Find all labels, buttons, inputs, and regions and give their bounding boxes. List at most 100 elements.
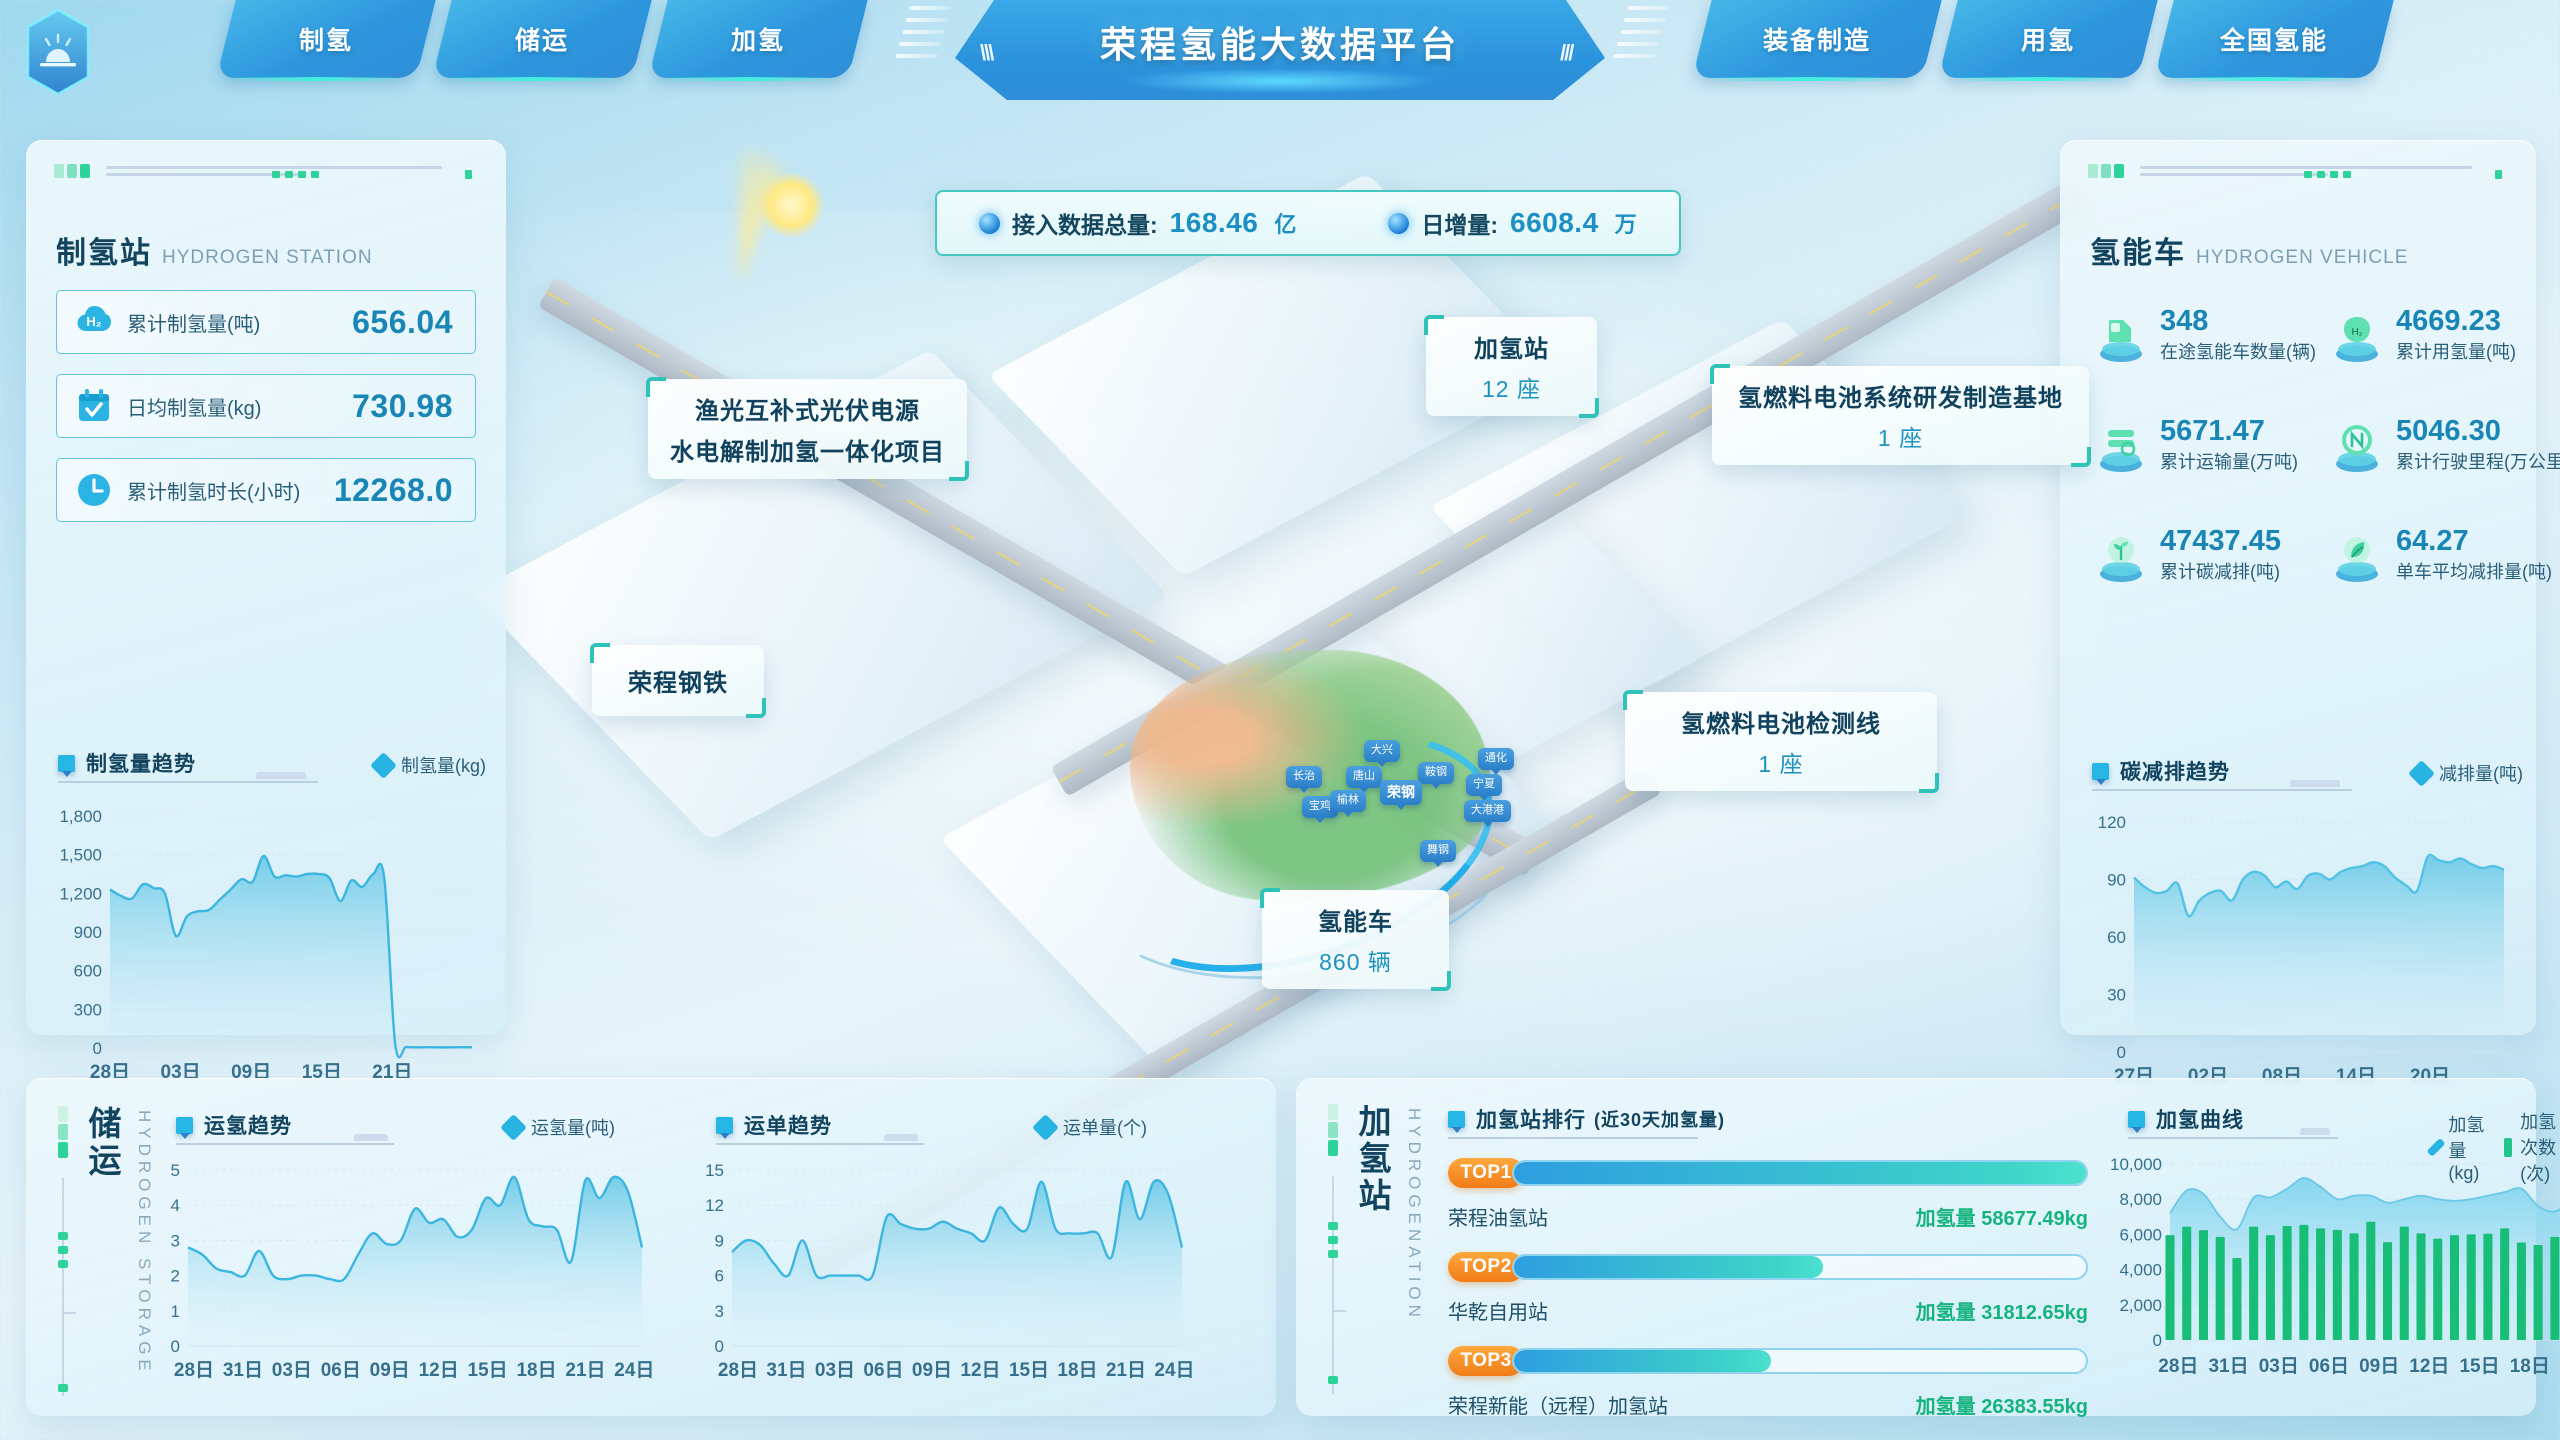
transport-chart-header: 运氢趋势 — [176, 1112, 394, 1145]
table-row[interactable]: TOP2 华乾自用站 加氢量 31812.65kg — [1448, 1252, 2088, 1346]
rank-progress-fill — [1514, 1350, 1772, 1372]
chart-title: 碳减排趋势 — [2120, 761, 2230, 784]
svg-text:0: 0 — [93, 1039, 102, 1058]
map-marker[interactable]: 长治 — [1286, 766, 1322, 788]
rank-header: 加氢站排行 (近30天加氢量) — [1448, 1106, 1725, 1139]
svg-text:09日: 09日 — [370, 1360, 410, 1381]
callout-pv-hydrogen-project[interactable]: 渔光互补式光伏电源 水电解制加氢一体化项目 — [646, 377, 969, 481]
legend-label: 运氢量(吨) — [531, 1118, 615, 1138]
bullet-icon — [716, 1116, 733, 1134]
map-marker[interactable]: 宝鸡 — [1302, 796, 1338, 818]
production-chart-legend: 制氢量(kg) — [370, 751, 486, 779]
table-row[interactable]: TOP3 荣程新能（远程）加氢站 加氢量 26383.55kg — [1448, 1346, 2088, 1440]
svg-text:8,000: 8,000 — [2119, 1190, 2162, 1209]
callout-hydrogen-vehicle-count[interactable]: 氢能车 860 辆 — [1260, 888, 1451, 991]
stat-label: 累计制氢量(吨) — [127, 313, 261, 336]
station-name: 荣程新能（远程）加氢站 — [1448, 1396, 1668, 1418]
metric-label: 累计碳减排(吨) — [2160, 562, 2280, 583]
hydrogen-vehicle-panel: 氢能车 HYDROGEN VEHICLE 348 在途氢能车数量(辆) H₂ 4… — [2060, 140, 2560, 1087]
map-marker[interactable]: 榆林 — [1330, 790, 1366, 812]
svg-text:4,000: 4,000 — [2119, 1261, 2162, 1280]
callout-fuelcell-rnd-base[interactable]: 氢燃料电池系统研发制造基地 1 座 — [1710, 364, 2091, 467]
tab-chuyun[interactable]: 储运 — [432, 0, 652, 78]
svg-text:600: 600 — [74, 962, 102, 981]
legend-square-icon — [2503, 1137, 2513, 1157]
hydrogen-station-panel: 制氢站 HYDROGEN STATION H₂ 累计制氢量(吨) 656.04 … — [26, 140, 506, 1083]
svg-text:03日: 03日 — [272, 1360, 312, 1381]
callout-hydrogen-refuel-station[interactable]: 加氢站 12 座 — [1424, 315, 1599, 418]
callout-rongcheng-steel[interactable]: 荣程钢铁 — [590, 643, 766, 718]
callout-line1: 渔光互补式光伏电源 — [695, 398, 920, 425]
svg-text:15日: 15日 — [1009, 1360, 1049, 1381]
svg-text:09日: 09日 — [2359, 1356, 2399, 1377]
stat-row-daily-average: 日均制氢量(kg) 730.98 — [56, 374, 476, 438]
table-row[interactable]: TOP1 荣程油氢站 加氢量 58677.49kg — [1448, 1158, 2088, 1252]
tab-quanguo[interactable]: 全国氢能 — [2154, 0, 2394, 78]
panel-title-en: HYDROGEN STATION — [162, 247, 373, 268]
svg-text:9: 9 — [715, 1231, 724, 1250]
metric-vehicles-in-transit: 348 在途氢能车数量(辆) — [2094, 306, 2316, 364]
callout-line2: 860 辆 — [1319, 949, 1392, 975]
chart-title: 加氢曲线 — [2156, 1109, 2244, 1132]
map-marker[interactable]: 舞钢 — [1420, 840, 1456, 862]
legend-label: 制氢量(kg) — [401, 756, 486, 776]
map-marker[interactable]: 大兴 — [1364, 740, 1400, 762]
daily-increment-item: 日增量: 6608.4 万 — [1388, 206, 1637, 240]
svg-text:06日: 06日 — [321, 1360, 361, 1381]
svg-text:300: 300 — [74, 1000, 102, 1019]
cargo-icon — [2100, 430, 2142, 473]
daily-increment-value: 6608.4 — [1510, 207, 1599, 238]
tab-yongqing[interactable]: 用氢 — [1938, 0, 2158, 78]
station-amount: 加氢量 31812.65kg — [1915, 1302, 2088, 1324]
stat-row-cumulative-hours: 累计制氢时长(小时) 12268.0 — [56, 458, 476, 522]
metric-value: 348 — [2160, 305, 2209, 337]
svg-text:18日: 18日 — [1057, 1360, 1097, 1381]
tab-label: 装备制造 — [1762, 27, 1871, 55]
map-marker[interactable]: 唐山 — [1346, 766, 1382, 788]
map-marker[interactable]: 通化 — [1478, 748, 1514, 770]
metric-label: 累计运输量(万吨) — [2160, 452, 2298, 473]
sprout-icon — [2100, 537, 2142, 583]
bullet-icon — [1448, 1110, 1465, 1128]
metric-value: 47437.45 — [2160, 525, 2281, 557]
rank-progress-track — [1512, 1160, 2088, 1186]
side-rail-decoration — [56, 1106, 76, 1406]
stat-value: 656.04 — [352, 303, 453, 340]
total-data-value: 168.46 — [1169, 207, 1259, 238]
svg-text:12日: 12日 — [960, 1360, 1000, 1381]
map-marker[interactable]: 鞍钢 — [1418, 762, 1454, 784]
tab-jiaqing[interactable]: 加氢 — [648, 0, 868, 78]
station-ranking-list: TOP1 荣程油氢站 加氢量 58677.49kg TOP2 华乾自用站 加氢量… — [1448, 1158, 2088, 1440]
metric-cumulative-transport: 5671.47 累计运输量(万吨) — [2094, 416, 2298, 474]
station-name: 华乾自用站 — [1448, 1302, 1548, 1324]
tab-zhiqing[interactable]: 制氢 — [216, 0, 436, 78]
panel-decoration — [54, 162, 478, 184]
tab-zhuangbei[interactable]: 装备制造 — [1692, 0, 1942, 78]
hydrogen-storage-panel: 储运 HYDROGEN STORAGE 运氢趋势 运氢量(吨) 0 1 2 3 4 5 28… — [26, 1078, 1276, 1416]
legend-label: 运单量(个) — [1063, 1118, 1147, 1138]
callout-line1: 氢能车 — [1318, 909, 1393, 936]
map-marker[interactable]: 宁夏 — [1466, 774, 1502, 796]
metric-cumulative-carbon-reduction: 47437.45 累计碳减排(吨) — [2094, 526, 2281, 584]
panel-title-cn: 氢能车 — [2090, 237, 2186, 270]
transport-chart-legend: 运氢量(吨) — [500, 1113, 615, 1141]
callout-fuelcell-test-line[interactable]: 氢燃料电池检测线 1 座 — [1623, 690, 1939, 793]
svg-text:0: 0 — [2117, 1043, 2126, 1062]
stat-label: 日均制氢量(kg) — [127, 397, 262, 420]
map-marker[interactable]: 荣钢 — [1380, 780, 1422, 805]
svg-text:4: 4 — [171, 1196, 180, 1215]
total-data-item: 接入数据总量: 168.46 亿 — [979, 206, 1296, 240]
panel-title-cn: 制氢站 — [56, 237, 152, 270]
tab-label: 储运 — [514, 27, 569, 55]
svg-text:6: 6 — [715, 1267, 724, 1286]
metric-value: 5046.30 — [2396, 415, 2501, 447]
hydrogen-production-chart: 0 300 600 900 1,200 1,500 1,800 28日 03日 09日 15日 21日 — [59, 807, 473, 1083]
map-marker[interactable]: 大港港 — [1464, 800, 1511, 822]
hydrogen-shield-logo[interactable] — [22, 6, 94, 98]
total-data-label: 接入数据总量: — [1012, 212, 1158, 238]
svg-text:2: 2 — [171, 1267, 180, 1286]
leaf-icon — [2336, 537, 2378, 583]
rank-badge: TOP1 — [1448, 1158, 1524, 1188]
callout-line2: 12 座 — [1482, 376, 1541, 402]
svg-text:0: 0 — [715, 1337, 724, 1356]
